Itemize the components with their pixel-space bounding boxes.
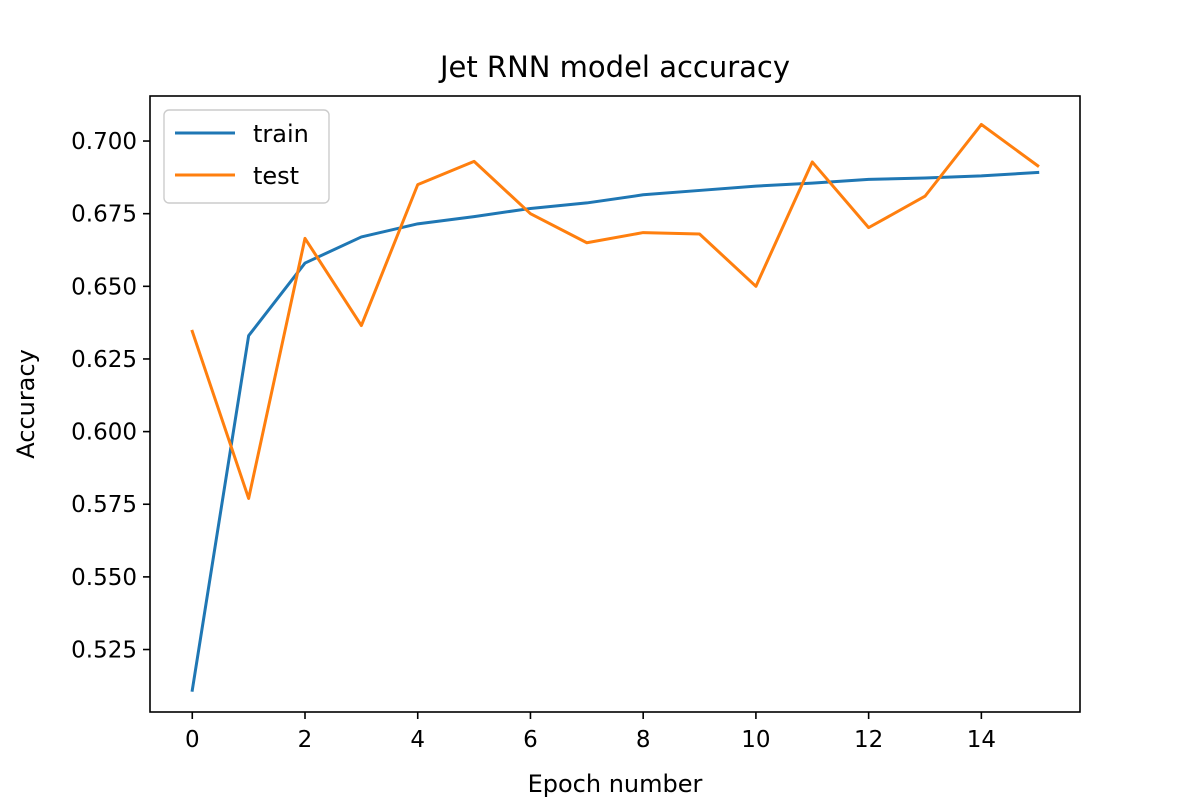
y-tick-label: 0.675 xyxy=(71,202,137,228)
series-line-test xyxy=(190,122,1040,500)
x-tick-label: 0 xyxy=(185,727,200,753)
y-tick-label: 0.700 xyxy=(71,129,137,155)
x-axis: 0 2 4 6 8 10 12 14 xyxy=(185,712,996,753)
y-tick-label: 0.625 xyxy=(71,347,137,373)
y-tick-label: 0.600 xyxy=(71,420,137,446)
x-tick-label: 2 xyxy=(298,727,313,753)
legend-label-train: train xyxy=(253,120,309,148)
y-tick-label: 0.525 xyxy=(71,638,137,664)
legend-label-test: test xyxy=(253,162,299,190)
x-tick-label: 6 xyxy=(523,727,538,753)
x-tick-label: 8 xyxy=(636,727,651,753)
x-tick-label: 4 xyxy=(410,727,425,753)
x-axis-label: Epoch number xyxy=(528,770,703,798)
legend: train test xyxy=(163,109,330,204)
y-axis-label: Accuracy xyxy=(12,349,40,459)
x-tick-label: 12 xyxy=(854,727,883,753)
x-tick-label: 14 xyxy=(967,727,996,753)
y-tick-label: 0.650 xyxy=(71,274,137,300)
chart-title: Jet RNN model accuracy xyxy=(438,50,790,84)
y-tick-label: 0.575 xyxy=(71,492,137,518)
series-line-train xyxy=(190,170,1040,692)
axes-frame xyxy=(149,95,1081,713)
y-axis: 0.525 0.550 0.575 0.600 0.625 0.650 0.675 0.700 xyxy=(71,129,150,664)
x-tick-label: 10 xyxy=(741,727,770,753)
y-tick-label: 0.550 xyxy=(71,565,137,591)
plot-area xyxy=(190,122,1040,692)
